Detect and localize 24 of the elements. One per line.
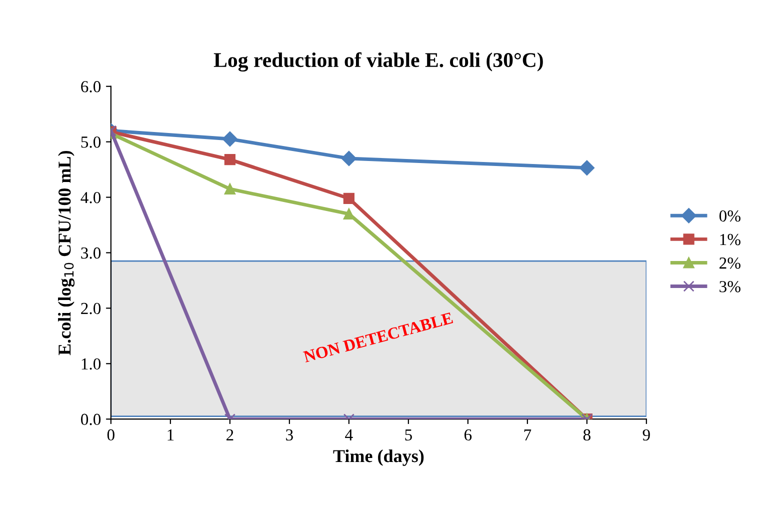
x-tick-label: 1 bbox=[168, 429, 174, 440]
y-tick-label: 5.0 bbox=[81, 136, 101, 148]
x-tick-label: 0 bbox=[107, 429, 114, 441]
y-tick-label: 4.0 bbox=[80, 192, 101, 204]
y-tick-label: 0.0 bbox=[81, 414, 101, 426]
y-tick-label: 2.0 bbox=[81, 302, 101, 314]
chart-title: Log reduction of viable E. coli (30°C) bbox=[214, 52, 543, 72]
x-axis-title: Time (days) bbox=[333, 449, 424, 466]
y-tick-label: 3.0 bbox=[81, 247, 101, 259]
x-tick-label: 6 bbox=[464, 429, 472, 441]
x-tick-label: 5 bbox=[405, 429, 412, 441]
x-tick-label: 3 bbox=[286, 429, 293, 441]
x-tick-label: 2 bbox=[226, 429, 234, 440]
y-tick-label: 1.0 bbox=[82, 358, 101, 370]
y-tick-label: 6.0 bbox=[81, 81, 101, 92]
x-tick-label: 7 bbox=[524, 429, 532, 440]
x-tick-label: 8 bbox=[583, 429, 590, 441]
legend-label: 1% bbox=[720, 234, 740, 246]
x-tick-label: 9 bbox=[642, 429, 650, 441]
x-tick-label: 4 bbox=[345, 429, 353, 440]
legend-label: 0% bbox=[719, 210, 740, 222]
y-axis-title: E.coli (log$_{10}$ CFU/100 mL) bbox=[58, 150, 75, 356]
legend-label: 3% bbox=[720, 281, 740, 292]
legend-label: 2% bbox=[720, 257, 740, 269]
